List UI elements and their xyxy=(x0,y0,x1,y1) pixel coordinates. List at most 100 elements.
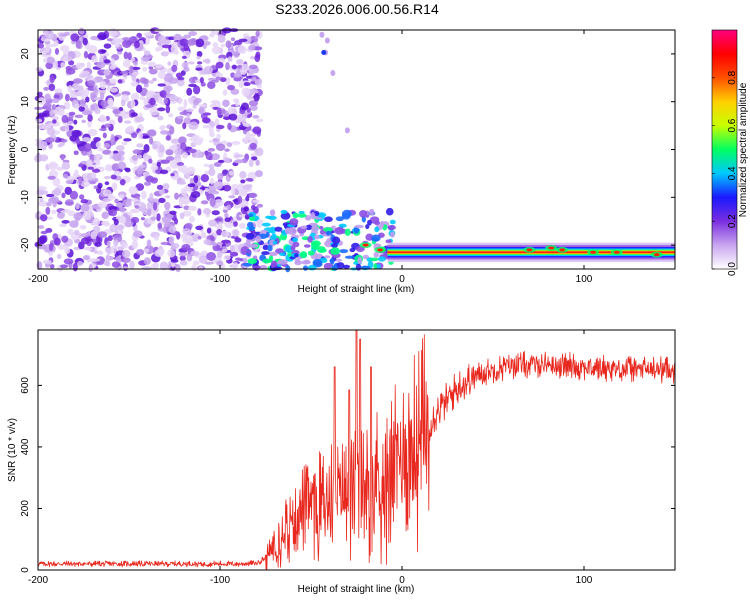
spectrogram-noise-cell xyxy=(62,173,69,179)
spectrogram-carrier-cell xyxy=(371,234,381,242)
spectrogram-noise-cell xyxy=(123,138,132,142)
spectrogram-noise-cell xyxy=(236,59,244,65)
spectrogram-noise-cell xyxy=(167,61,172,66)
spectrogram-noise-cell xyxy=(216,228,223,236)
spectrogram-noise-cell xyxy=(75,202,80,210)
spectrogram-carrier-cell xyxy=(653,253,660,257)
spectrogram-noise-cell xyxy=(98,128,108,132)
spectrogram-noise-cell xyxy=(204,187,209,192)
spectrogram-noise-cell xyxy=(249,55,256,60)
spectrogram-carrier-cell xyxy=(590,250,597,254)
spectrogram-noise-cell xyxy=(119,216,127,225)
spectrogram-carrier-cell xyxy=(362,243,369,247)
spectrogram-noise-cell xyxy=(61,138,68,143)
spectrogram-noise-cell xyxy=(230,244,235,253)
spectrogram-carrier-cell xyxy=(273,266,283,271)
spectrogram-carrier-cell xyxy=(272,241,277,245)
spectrogram-noise-cell xyxy=(83,50,89,59)
spectrogram-noise-cell xyxy=(87,80,95,87)
spectrogram-noise-cell xyxy=(246,96,254,100)
spectrogram-noise-cell xyxy=(147,129,157,137)
spectrogram-noise-cell xyxy=(107,235,113,242)
spectrogram-noise-cell xyxy=(192,260,200,266)
spectrogram-noise-cell xyxy=(186,113,191,118)
spectrogram-noise-cell xyxy=(56,253,62,260)
spectrogram-noise-cell xyxy=(319,31,325,38)
spectrogram-noise-cell xyxy=(197,235,202,240)
spectrogram-noise-cell xyxy=(200,250,209,258)
spectrogram-noise-cell xyxy=(187,205,197,211)
spectrogram-noise-cell xyxy=(142,135,150,139)
spectrogram-noise-cell xyxy=(152,77,157,82)
spectrogram-noise-cell xyxy=(64,246,71,255)
spectrogram-noise-cell xyxy=(94,107,101,115)
spectrogram-noise-cell xyxy=(162,183,170,190)
spectrogram-noise-cell xyxy=(218,221,223,230)
spectrogram-noise-cell xyxy=(91,55,98,63)
spectrogram-carrier-cell xyxy=(613,250,620,254)
spectrogram-carrier-cell xyxy=(261,251,270,256)
spectrogram-noise-cell xyxy=(113,239,119,247)
spectrogram-noise-cell xyxy=(149,97,156,106)
spectrogram-carrier-cell xyxy=(323,227,333,232)
spectrogram-noise-cell xyxy=(117,116,123,124)
spectrogram-noise-cell xyxy=(169,125,175,135)
spectrogram-noise-cell xyxy=(216,124,225,130)
spectrogram-noise-cell xyxy=(96,250,104,256)
spectrogram-noise-cell xyxy=(138,130,143,140)
spectrogram-noise-cell xyxy=(111,261,121,268)
spectrogram-noise-cell xyxy=(79,224,87,230)
spectrogram-noise-cell xyxy=(254,54,261,63)
spectrogram-noise-cell xyxy=(113,218,119,226)
spectrogram-noise-cell xyxy=(248,159,254,167)
spectrogram-noise-cell xyxy=(239,258,244,262)
spectrogram-noise-cell xyxy=(243,137,249,144)
spectrogram-noise-cell xyxy=(90,258,101,262)
spectrogram-noise-cell xyxy=(48,242,54,252)
spectrogram-noise-cell xyxy=(321,49,327,55)
spectrogram-carrier-cell xyxy=(262,245,269,251)
spectrogram-noise-cell xyxy=(216,260,224,267)
spectrogram-noise-cell xyxy=(183,99,188,108)
spectrogram-noise-cell xyxy=(148,66,154,70)
spectrogram-noise-cell xyxy=(200,231,206,238)
spectrogram-noise-cell xyxy=(207,81,216,90)
spectrogram-noise-cell xyxy=(152,202,158,211)
spectrogram-noise-cell xyxy=(170,44,178,54)
spectrogram-noise-cell xyxy=(183,44,190,51)
spectrogram-noise-cell xyxy=(113,170,122,176)
spectrogram-noise-cell xyxy=(255,147,264,157)
colorbar-tick-label: 0.6 xyxy=(727,118,738,132)
spectrogram-noise-cell xyxy=(165,149,174,156)
spectrogram-noise-cell xyxy=(117,224,125,230)
spectrogram-noise-cell xyxy=(120,70,130,74)
spectrogram-y-label: Frequency (Hz) xyxy=(7,116,18,185)
snr-ytick-label: 0 xyxy=(20,567,31,573)
spectrogram-noise-cell xyxy=(99,80,107,90)
spectrogram-noise-cell xyxy=(74,169,79,177)
spectrogram-noise-cell xyxy=(210,29,216,36)
spectrogram-noise-cell xyxy=(61,235,69,243)
spectrogram-noise-cell xyxy=(177,106,187,112)
spectrogram-carrier-cell xyxy=(324,216,333,223)
spectrogram-noise-cell xyxy=(217,34,226,43)
spectrogram-noise-cell xyxy=(156,184,164,190)
spec-ytick-label: 10 xyxy=(20,96,31,108)
spectrogram-carrier-cell xyxy=(298,210,305,215)
spectrogram-noise-cell xyxy=(154,249,164,257)
spectrogram-noise-cell xyxy=(232,98,239,103)
spectrogram-noise-cell xyxy=(131,73,137,82)
spectrogram-noise-cell xyxy=(248,100,259,107)
spectrogram-noise-cell xyxy=(53,187,62,197)
spectrogram-noise-cell xyxy=(209,178,215,185)
colorbar-label: Normalized spectral amplitude xyxy=(738,82,749,217)
spectrogram-noise-cell xyxy=(93,136,101,142)
spectrogram-noise-cell xyxy=(37,186,47,191)
spectrogram-noise-cell xyxy=(90,104,95,111)
spectrogram-noise-cell xyxy=(165,135,171,141)
spectrogram-noise-cell xyxy=(70,33,80,42)
spectrogram-noise-cell xyxy=(256,221,263,228)
colorbar-tick-label: 0.8 xyxy=(727,70,738,84)
spectrogram-noise-cell xyxy=(80,237,91,245)
